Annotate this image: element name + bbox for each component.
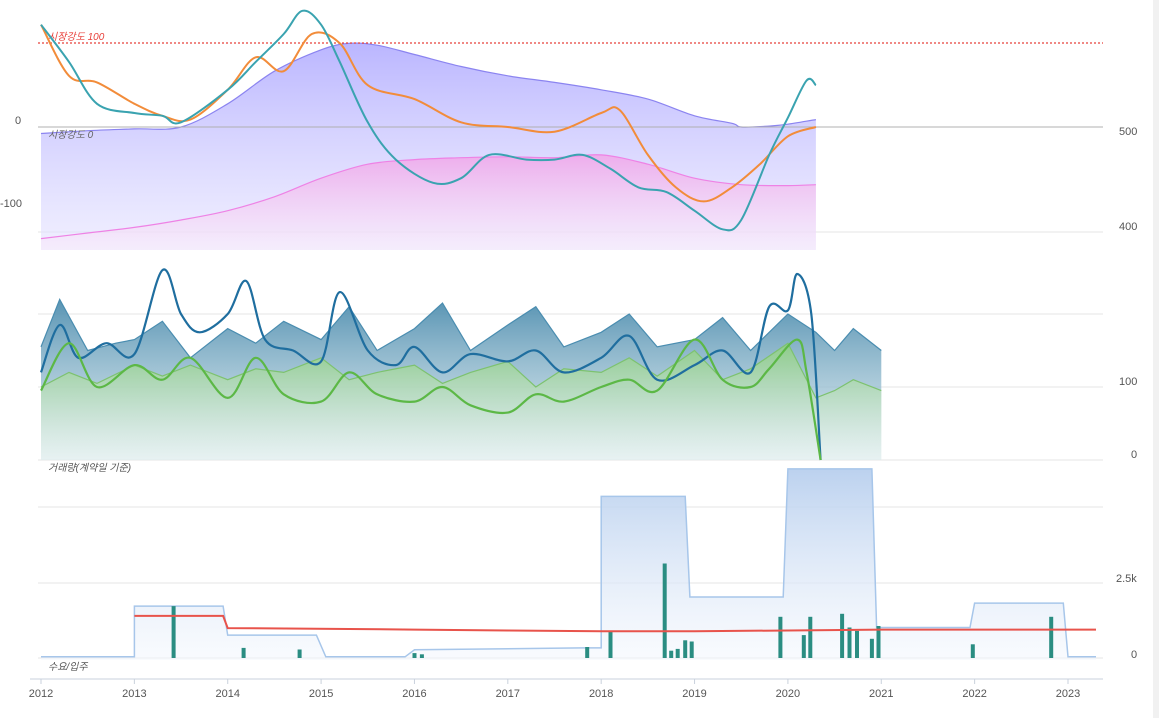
sentiment-area-line bbox=[40, 42, 816, 135]
sentiment-area-fill bbox=[41, 154, 816, 250]
demand-bar bbox=[876, 626, 881, 658]
y-tick-left: -100 bbox=[0, 198, 22, 210]
demand-bar bbox=[171, 606, 176, 658]
x-tick-label: 2015 bbox=[309, 688, 333, 700]
volume-line bbox=[40, 338, 822, 461]
volume-area-line bbox=[40, 297, 882, 359]
demand-bar bbox=[412, 653, 417, 658]
volume-panel-label: 거래량(계약일 기준) bbox=[48, 462, 131, 474]
x-tick-label: 2014 bbox=[215, 688, 239, 700]
demand-line bbox=[134, 614, 1096, 633]
x-tick-label: 2018 bbox=[589, 688, 613, 700]
demand-bar bbox=[808, 616, 813, 658]
volume-line bbox=[39, 268, 822, 461]
demand-bar bbox=[970, 644, 975, 658]
x-tick-label: 2017 bbox=[496, 688, 520, 700]
x-tick-label: 2013 bbox=[122, 688, 146, 700]
sentiment-line bbox=[40, 9, 817, 232]
demand-bar bbox=[669, 650, 674, 658]
x-tick-label: 2020 bbox=[776, 688, 800, 700]
y-tick-right: 400 bbox=[1119, 221, 1137, 233]
demand-bar bbox=[847, 627, 852, 658]
demand-bar bbox=[778, 616, 783, 658]
demand-bar bbox=[297, 649, 302, 658]
y-tick-right: 100 bbox=[1119, 376, 1137, 388]
demand-bar bbox=[801, 635, 806, 658]
demand-bar bbox=[608, 630, 613, 658]
scrollbar[interactable] bbox=[1153, 0, 1159, 718]
demand-bar bbox=[585, 647, 590, 658]
supply-area-fill bbox=[41, 468, 1096, 660]
demand-bar bbox=[689, 641, 694, 658]
demand-bar bbox=[869, 638, 874, 658]
y-tick-right: 500 bbox=[1119, 126, 1137, 138]
x-tick-label: 2019 bbox=[682, 688, 706, 700]
sentiment-panel: 시장강도 100 시장강도 0 0 -100 500 400 bbox=[0, 9, 1137, 250]
demand-bar bbox=[419, 654, 424, 658]
x-tick-label: 2021 bbox=[869, 688, 893, 700]
reference-label-100: 시장강도 100 bbox=[48, 31, 105, 43]
demand-bar bbox=[675, 648, 680, 658]
reference-label-0: 시장강도 0 bbox=[48, 129, 94, 141]
demand-bar bbox=[683, 640, 688, 658]
y-tick-right: 0 bbox=[1131, 449, 1137, 461]
demand-bar bbox=[840, 613, 845, 658]
x-tick-label: 2016 bbox=[402, 688, 426, 700]
x-tick-label: 2012 bbox=[29, 688, 53, 700]
demand-bar bbox=[855, 630, 859, 658]
sentiment-area-line bbox=[40, 154, 816, 240]
x-tick-label: 2022 bbox=[962, 688, 986, 700]
x-tick-label: 2023 bbox=[1056, 688, 1080, 700]
volume-area-line bbox=[40, 342, 882, 399]
volume-panel: 거래량(계약일 기준) 100 0 bbox=[39, 268, 1137, 474]
y-tick-right: 0 bbox=[1131, 649, 1137, 661]
demand-bar bbox=[241, 647, 246, 658]
demand-bar bbox=[662, 563, 667, 658]
supply-demand-panel: 수요/입주 2.5k 0 bbox=[41, 468, 1137, 673]
demand-bar bbox=[1049, 616, 1054, 658]
y-tick-left: 0 bbox=[15, 115, 21, 127]
y-tick-right: 2.5k bbox=[1116, 573, 1137, 585]
x-axis: 2012 2013 2014 2015 2016 2017 2018 2019 2020 2021… bbox=[29, 678, 1103, 700]
supply-panel-label: 수요/입주 bbox=[48, 661, 88, 673]
